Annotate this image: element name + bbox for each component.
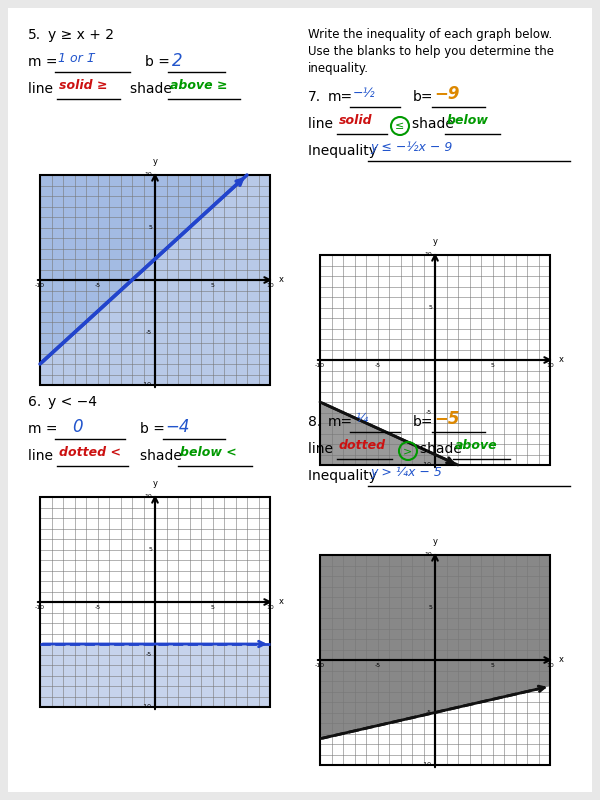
- Text: Use the blanks to help you determine the: Use the blanks to help you determine the: [308, 45, 554, 58]
- Text: 10: 10: [546, 363, 554, 368]
- Text: -10: -10: [142, 705, 152, 710]
- Bar: [40, 497, 270, 707]
- Text: 10: 10: [144, 494, 152, 499]
- Text: >: >: [403, 446, 413, 456]
- Text: ¼: ¼: [355, 412, 367, 425]
- Text: line: line: [28, 82, 58, 96]
- Text: m=: m=: [328, 90, 353, 104]
- Text: line: line: [308, 442, 337, 456]
- Polygon shape: [320, 402, 458, 465]
- Text: -5: -5: [94, 283, 101, 288]
- Text: -10: -10: [315, 663, 325, 668]
- Text: 5: 5: [148, 547, 152, 552]
- Text: 5: 5: [428, 605, 432, 610]
- Text: y: y: [152, 157, 157, 166]
- Text: 5: 5: [428, 305, 432, 310]
- Text: solid ≥: solid ≥: [59, 79, 107, 92]
- Polygon shape: [40, 175, 247, 364]
- Text: line: line: [28, 449, 58, 463]
- Text: m =: m =: [28, 422, 62, 436]
- Text: x: x: [279, 275, 284, 285]
- Text: -10: -10: [35, 283, 45, 288]
- Text: 10: 10: [266, 283, 274, 288]
- Text: Inequality: Inequality: [308, 469, 382, 483]
- Text: 5: 5: [491, 363, 494, 368]
- Text: −5: −5: [434, 410, 460, 428]
- Text: below: below: [447, 114, 489, 127]
- Text: -5: -5: [426, 410, 432, 415]
- Text: 5: 5: [491, 663, 494, 668]
- Text: y ≥ x + 2: y ≥ x + 2: [48, 28, 114, 42]
- Text: 10: 10: [424, 253, 432, 258]
- Text: -5: -5: [374, 663, 380, 668]
- Text: x: x: [279, 598, 284, 606]
- Text: 10: 10: [546, 663, 554, 668]
- Bar: [320, 255, 550, 465]
- Text: 2: 2: [172, 52, 182, 70]
- Text: 5: 5: [211, 605, 214, 610]
- Text: b=: b=: [413, 90, 433, 104]
- Text: b =: b =: [140, 422, 169, 436]
- Text: -10: -10: [315, 363, 325, 368]
- Text: dotted <: dotted <: [59, 446, 121, 459]
- Text: −½: −½: [353, 87, 376, 100]
- Text: 10: 10: [424, 553, 432, 558]
- Text: 10: 10: [266, 605, 274, 610]
- Text: shade: shade: [130, 82, 176, 96]
- Text: −9: −9: [434, 85, 460, 103]
- Bar: [320, 555, 550, 765]
- Text: -5: -5: [94, 605, 101, 610]
- Text: 6.: 6.: [28, 395, 41, 409]
- Text: y: y: [152, 479, 157, 488]
- Polygon shape: [320, 686, 550, 765]
- Text: shade: shade: [140, 449, 186, 463]
- Text: Inequality: Inequality: [308, 144, 382, 158]
- Text: 5.: 5.: [28, 28, 41, 42]
- Text: solid: solid: [339, 114, 373, 127]
- Text: Write the inequality of each graph below.: Write the inequality of each graph below…: [308, 28, 552, 41]
- Bar: [40, 497, 270, 707]
- Text: b=: b=: [413, 415, 433, 429]
- Text: 5: 5: [211, 283, 214, 288]
- Text: −4: −4: [165, 418, 190, 436]
- Text: -10: -10: [142, 382, 152, 387]
- Text: shade: shade: [412, 117, 458, 131]
- Text: shade: shade: [420, 442, 466, 456]
- Text: dotted: dotted: [339, 439, 386, 452]
- Text: line: line: [308, 117, 337, 131]
- Text: 7.: 7.: [308, 90, 321, 104]
- Text: -5: -5: [146, 330, 152, 335]
- Text: 0: 0: [72, 418, 83, 436]
- Text: -5: -5: [426, 710, 432, 715]
- Text: y ≤ −½x − 9: y ≤ −½x − 9: [370, 141, 452, 154]
- Polygon shape: [40, 644, 270, 707]
- Text: above: above: [455, 439, 497, 452]
- Bar: [320, 555, 550, 765]
- Bar: [320, 255, 550, 465]
- Text: 5: 5: [148, 225, 152, 230]
- Text: x: x: [559, 355, 564, 365]
- Text: -10: -10: [422, 762, 432, 767]
- Text: -10: -10: [35, 605, 45, 610]
- Text: below <: below <: [180, 446, 237, 459]
- Text: ≤: ≤: [395, 121, 404, 131]
- Text: x: x: [559, 655, 564, 665]
- Bar: [40, 175, 270, 385]
- Text: y: y: [433, 537, 437, 546]
- Text: y: y: [433, 237, 437, 246]
- Text: m=: m=: [328, 415, 353, 429]
- Text: -10: -10: [422, 462, 432, 467]
- Text: above ≥: above ≥: [170, 79, 227, 92]
- Text: y > ¼x − 5: y > ¼x − 5: [370, 466, 442, 479]
- Text: 10: 10: [144, 173, 152, 178]
- Text: 1 or 1̄: 1 or 1̄: [58, 52, 95, 65]
- Text: -5: -5: [146, 652, 152, 657]
- Text: b =: b =: [145, 55, 174, 69]
- Text: 8.: 8.: [308, 415, 321, 429]
- Text: y < −4: y < −4: [48, 395, 97, 409]
- Text: m =: m =: [28, 55, 62, 69]
- Bar: [40, 175, 270, 385]
- Text: -5: -5: [374, 363, 380, 368]
- Text: inequality.: inequality.: [308, 62, 369, 75]
